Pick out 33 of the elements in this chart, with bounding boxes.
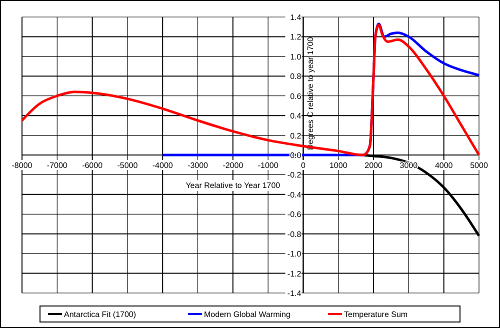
x-tick-label: -2000	[222, 161, 244, 170]
y-tick-label: -1.0	[287, 250, 302, 259]
x-tick-label: -6000	[82, 161, 104, 170]
x-tick-label: -4000	[152, 161, 174, 170]
x-axis-title: Year Relative to Year 1700	[186, 181, 281, 190]
line-series	[20, 24, 480, 156]
x-tick-label: 0	[301, 161, 306, 170]
y-tick-label: -0.8	[287, 230, 302, 239]
x-tick-label: -7000	[46, 161, 68, 170]
x-tick-label: -5000	[117, 161, 138, 170]
y-tick-label: 1.2	[290, 32, 302, 42]
y-tick-label: 0.4	[290, 112, 302, 121]
legend-label: Antarctica Fit (1700)	[64, 310, 136, 319]
y-tick-label: 0.6	[290, 92, 302, 101]
y-tick-label: 0.8	[290, 72, 302, 82]
y-tick-label: 0.0	[290, 151, 302, 160]
y-tick-label: 1.0	[290, 52, 302, 62]
x-tick-label: -1000	[258, 161, 279, 170]
y-tick-label: -1.4	[287, 289, 302, 298]
y-tick-label: -0.2	[287, 170, 302, 180]
x-tick-label: 4000	[434, 161, 454, 170]
legend-label: Temperature Sum	[344, 310, 408, 319]
y-tick-label: 0.2	[290, 131, 302, 140]
y-tick-label: -0.4	[287, 190, 302, 200]
y-tick-label: -1.2	[287, 269, 302, 278]
y-tick-label: -0.6	[287, 210, 302, 220]
x-tick-label: 5000	[470, 161, 488, 170]
legend-label: Modern Global Warming	[204, 310, 290, 319]
y-tick-label: 1.4	[290, 13, 302, 22]
x-tick-label: 2000	[364, 161, 383, 170]
x-tick-label: 1000	[329, 161, 348, 170]
x-tick-label: -3000	[188, 161, 209, 170]
x-tick-label: -8000	[12, 161, 33, 170]
